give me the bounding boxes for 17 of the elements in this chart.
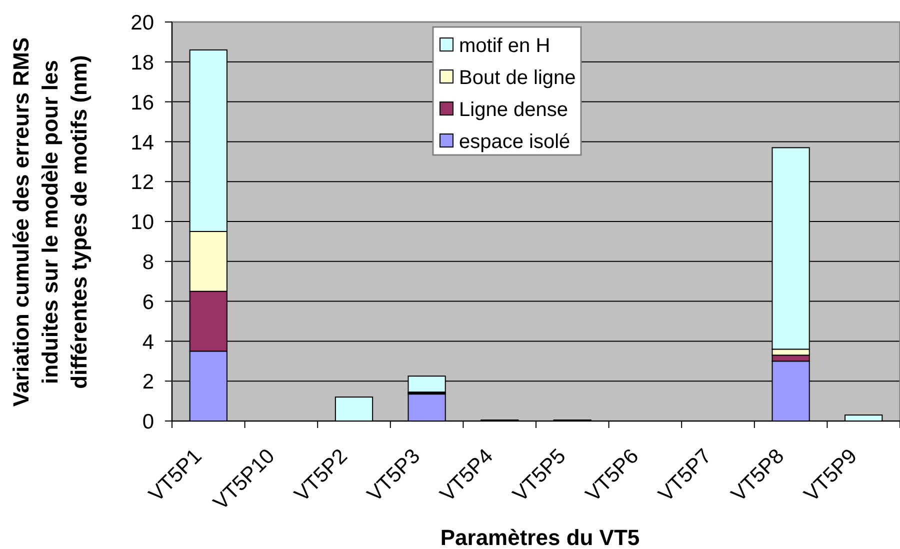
y-tick-label: 20: [130, 12, 154, 35]
y-tick-label: 16: [130, 91, 154, 114]
y-axis-title: Variation cumulée des erreurs RMS induites sur le modèle pour les différentes types de motifs (nm): [8, 37, 92, 407]
y-tick-label: 0: [142, 410, 154, 434]
y-tick-label: 2: [142, 370, 154, 394]
y-tick-label: 18: [130, 51, 154, 74]
y-tick-label: 4: [142, 330, 154, 354]
y-tick-label: 14: [130, 131, 154, 154]
legend-label: Bout de ligne: [459, 67, 576, 89]
legend-label: motif en H: [459, 35, 550, 57]
x-axis-title: Paramètres du VT5: [440, 525, 640, 549]
legend-label: Ligne dense: [459, 99, 568, 121]
y-tick-label: 6: [142, 290, 154, 314]
y-tick-label: 12: [130, 171, 154, 194]
legend-label: espace isolé: [459, 131, 570, 153]
y-tick-label: 10: [130, 211, 154, 234]
y-tick-label: 8: [142, 250, 154, 274]
